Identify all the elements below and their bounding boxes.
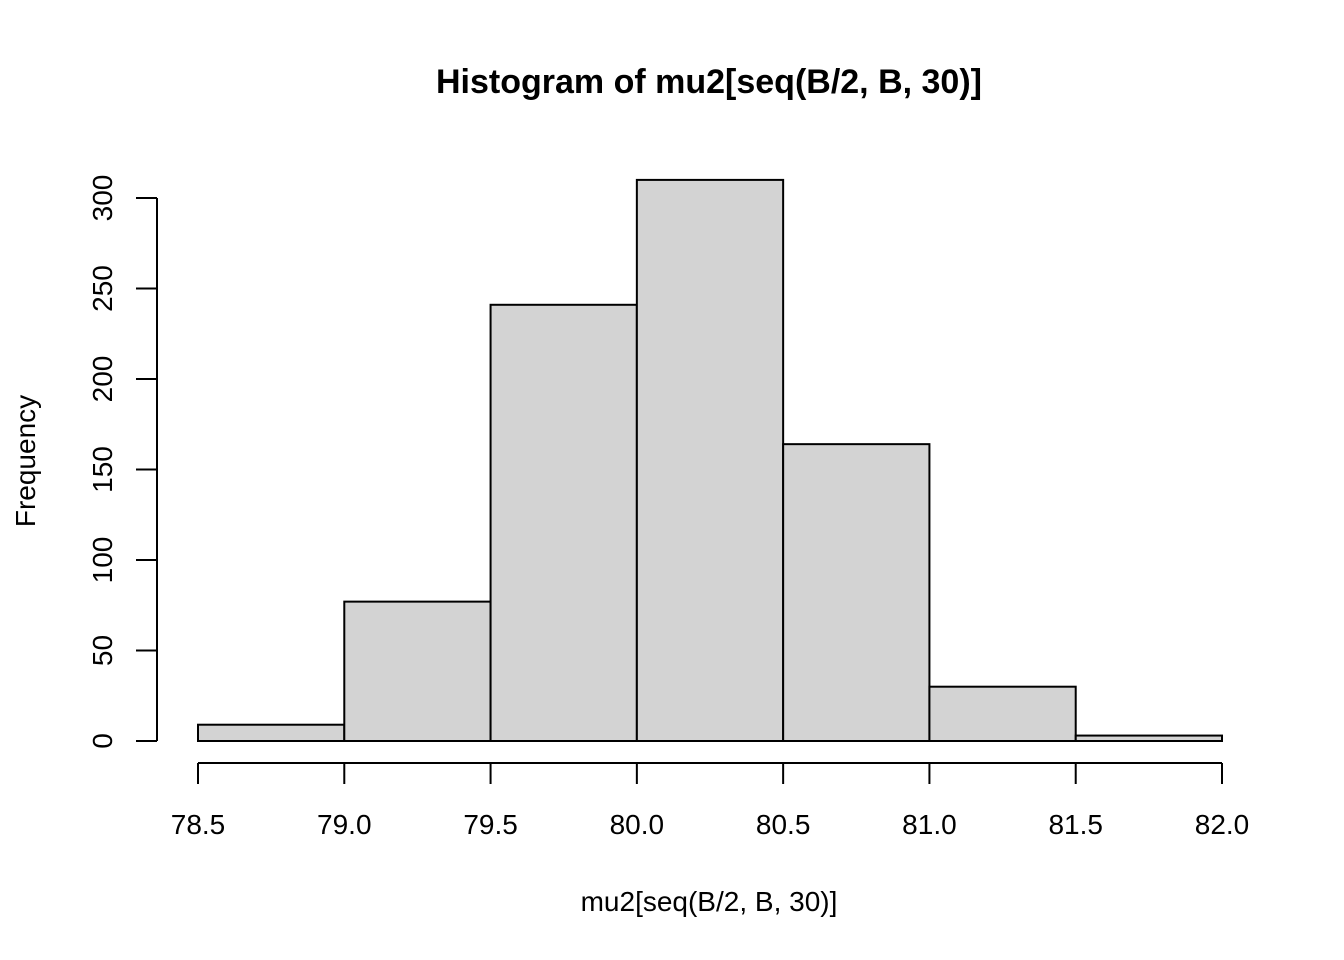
x-tick-label: 81.0: [902, 809, 957, 840]
histogram-bar-3: [635, 178, 785, 742]
x-axis-label: mu2[seq(B/2, B, 30)]: [581, 886, 838, 917]
histogram-bar-5: [928, 685, 1077, 743]
histogram-bar-0: [197, 723, 346, 743]
y-tick-label: 150: [87, 446, 118, 493]
bars-group: [197, 178, 1223, 743]
y-axis: 0 50 100 150 200 250 300: [87, 175, 158, 749]
histogram-bar-1: [343, 600, 492, 742]
x-tick-label: 79.5: [463, 809, 518, 840]
x-axis: 78.5 79.0 79.5 80.0 80.5 81.0 81.5 82.0: [171, 762, 1250, 840]
x-tick-label: 80.0: [610, 809, 665, 840]
histogram-bar-6: [1074, 734, 1223, 743]
y-tick-label: 0: [87, 733, 118, 749]
x-tick-label: 79.0: [317, 809, 372, 840]
y-axis-label: Frequency: [10, 395, 41, 527]
y-tick-label: 100: [87, 537, 118, 584]
y-tick-label: 50: [87, 635, 118, 666]
histogram-bar-2: [489, 303, 638, 742]
chart-title: Histogram of mu2[seq(B/2, B, 30)]: [436, 63, 982, 101]
y-tick-label: 200: [87, 356, 118, 403]
x-tick-label: 81.5: [1048, 809, 1103, 840]
y-tick-label: 250: [87, 265, 118, 312]
x-tick-label: 80.5: [756, 809, 811, 840]
x-tick-label: 82.0: [1195, 809, 1250, 840]
histogram-bar-4: [782, 443, 931, 742]
x-tick-label: 78.5: [171, 809, 226, 840]
y-tick-label: 300: [87, 175, 118, 222]
